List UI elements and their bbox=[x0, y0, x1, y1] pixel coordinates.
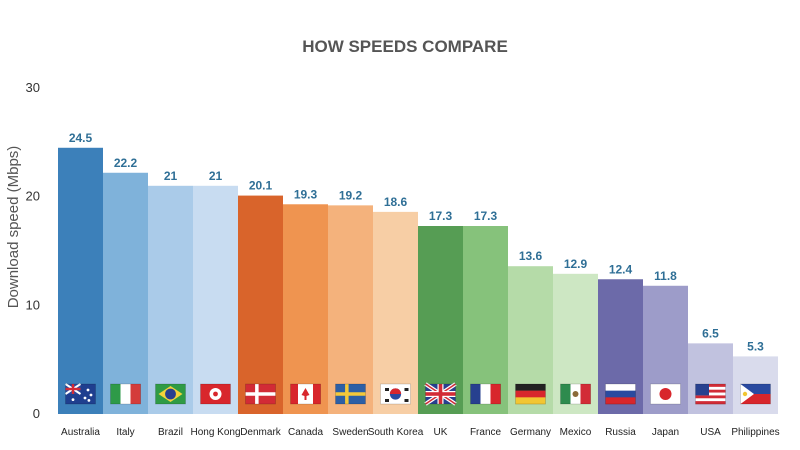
category-label-sweden: Sweden bbox=[332, 427, 368, 438]
y-tick-label: 0 bbox=[33, 406, 40, 421]
value-label-denmark: 20.1 bbox=[249, 179, 273, 193]
germany-flag-icon bbox=[515, 383, 546, 405]
category-label-usa: USA bbox=[700, 427, 721, 438]
category-label-australia: Australia bbox=[61, 427, 100, 438]
bar-south-korea bbox=[373, 211, 418, 414]
value-label-brazil: 21 bbox=[164, 169, 178, 183]
value-label-russia: 12.4 bbox=[609, 262, 633, 276]
bar-australia bbox=[58, 147, 103, 414]
category-label-south-korea: South Korea bbox=[368, 427, 424, 438]
y-axis-label: Download speed (Mbps) bbox=[5, 146, 22, 309]
value-label-italy: 22.2 bbox=[114, 156, 138, 170]
value-label-germany: 13.6 bbox=[519, 249, 543, 263]
value-label-mexico: 12.9 bbox=[564, 257, 588, 271]
bar-hong-kong bbox=[193, 185, 238, 414]
bar-canada bbox=[283, 204, 328, 414]
category-label-japan: Japan bbox=[652, 427, 679, 438]
france-flag-icon bbox=[470, 383, 501, 405]
value-label-uk: 17.3 bbox=[429, 209, 453, 223]
y-tick-label: 10 bbox=[26, 297, 40, 312]
category-label-russia: Russia bbox=[605, 427, 636, 438]
category-label-canada: Canada bbox=[288, 427, 323, 438]
category-label-mexico: Mexico bbox=[560, 427, 592, 438]
canada-flag-icon bbox=[290, 383, 321, 405]
y-tick-label: 30 bbox=[26, 80, 40, 95]
bar-denmark bbox=[238, 195, 283, 414]
denmark-flag-icon bbox=[245, 383, 276, 405]
chart-title: HOW SPEEDS COMPARE bbox=[302, 37, 508, 56]
south-korea-flag-icon bbox=[380, 383, 411, 405]
japan-flag-icon bbox=[650, 383, 681, 405]
australia-flag-icon bbox=[64, 383, 96, 405]
category-label-uk: UK bbox=[434, 427, 448, 438]
brazil-flag-icon bbox=[155, 383, 186, 405]
category-label-hong-kong: Hong Kong bbox=[190, 427, 240, 438]
value-label-philippines: 5.3 bbox=[747, 339, 764, 353]
value-label-japan: 11.8 bbox=[654, 269, 677, 283]
bar-brazil bbox=[148, 185, 193, 414]
philippines-flag-icon bbox=[740, 383, 771, 405]
mexico-flag-icon bbox=[560, 383, 591, 405]
value-label-sweden: 19.2 bbox=[339, 188, 363, 202]
value-label-south-korea: 18.6 bbox=[384, 195, 408, 209]
uk-flag-icon bbox=[424, 382, 457, 406]
category-label-brazil: Brazil bbox=[158, 427, 183, 438]
russia-flag-icon bbox=[605, 383, 636, 405]
bar-france bbox=[463, 226, 508, 414]
hong-kong-flag-icon bbox=[200, 383, 231, 405]
y-tick-label: 20 bbox=[26, 189, 40, 204]
bar-uk bbox=[418, 226, 463, 414]
value-label-france: 17.3 bbox=[474, 209, 498, 223]
category-label-philippines: Philippines bbox=[731, 427, 779, 438]
category-label-italy: Italy bbox=[116, 427, 134, 438]
flags-group bbox=[64, 382, 771, 406]
value-label-canada: 19.3 bbox=[294, 187, 318, 201]
y-axis-ticks: 0 10 20 30 bbox=[26, 80, 40, 421]
bar-sweden bbox=[328, 205, 373, 414]
usa-flag-icon bbox=[695, 383, 726, 405]
value-label-australia: 24.5 bbox=[69, 131, 93, 145]
category-label-france: France bbox=[470, 427, 502, 438]
value-labels-group: 24.5 22.2 21 21 20.1 19.3 19.2 18.6 17.3 17.3 13.6… bbox=[69, 131, 764, 354]
bar-italy bbox=[103, 172, 148, 414]
value-label-usa: 6.5 bbox=[702, 326, 719, 340]
category-label-germany: Germany bbox=[510, 427, 551, 438]
value-label-hong-kong: 21 bbox=[209, 169, 223, 183]
category-labels-group: Australia Italy Brazil Hong Kong Denmark Cana… bbox=[61, 427, 780, 438]
category-label-denmark: Denmark bbox=[240, 427, 282, 438]
sweden-flag-icon bbox=[335, 383, 366, 405]
italy-flag-icon bbox=[110, 383, 141, 405]
